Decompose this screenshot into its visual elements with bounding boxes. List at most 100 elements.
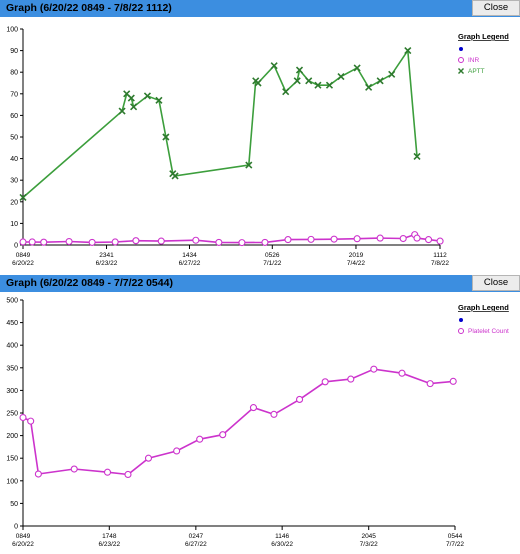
- y-tick-label: 350: [6, 365, 18, 372]
- data-point: [282, 88, 290, 96]
- data-point: [34, 470, 42, 478]
- y-tick-label: 80: [10, 70, 18, 77]
- close-button[interactable]: Close: [472, 275, 520, 291]
- data-point: [293, 77, 301, 85]
- legend-marker: [458, 328, 464, 334]
- legend-marker: [459, 47, 463, 51]
- data-point: [127, 94, 135, 102]
- data-point: [413, 234, 421, 242]
- y-tick-label: 20: [10, 199, 18, 206]
- x-tick-date: 6/27/22: [185, 541, 207, 548]
- data-point: [413, 152, 421, 161]
- y-tick-label: 50: [10, 501, 18, 508]
- data-point: [157, 237, 165, 245]
- data-point: [314, 81, 322, 89]
- data-point: [337, 72, 345, 81]
- data-point: [144, 454, 153, 462]
- y-tick-label: 300: [6, 388, 18, 395]
- data-point: [132, 237, 140, 245]
- x-tick-time: 2045: [361, 533, 376, 540]
- x-tick-date: 7/4/22: [347, 260, 365, 267]
- data-point: [388, 70, 396, 78]
- data-point: [398, 369, 406, 377]
- data-point: [219, 431, 227, 439]
- legend-title: Graph Legend: [458, 32, 509, 41]
- data-point: [424, 236, 433, 244]
- y-tick-label: 500: [6, 298, 18, 305]
- data-point: [376, 234, 384, 242]
- x-tick-date: 7/3/22: [360, 541, 378, 548]
- y-tick-label: 150: [6, 456, 18, 463]
- data-point: [245, 161, 253, 169]
- x-tick-time: 1112: [433, 252, 447, 259]
- x-tick-time: 0526: [265, 252, 280, 259]
- data-point: [162, 133, 170, 141]
- data-point: [124, 470, 132, 479]
- y-tick-label: 40: [10, 156, 18, 163]
- x-tick-time: 0247: [189, 533, 204, 540]
- data-point: [353, 64, 361, 72]
- y-tick-label: 30: [10, 178, 18, 185]
- x-tick-time: 0849: [16, 533, 31, 540]
- series-line-platelet-count: [22, 368, 454, 476]
- x-tick-date: 6/27/22: [179, 260, 201, 267]
- graph-titlebar: Graph (6/20/22 0849 - 7/8/22 1112) Close: [0, 0, 520, 17]
- graph-title: Graph (6/20/22 0849 - 7/7/22 0544): [6, 277, 173, 289]
- data-point: [19, 413, 27, 422]
- data-point: [370, 365, 378, 373]
- x-tick-date: 7/1/22: [263, 260, 281, 267]
- x-tick-time: 1748: [102, 533, 117, 540]
- data-point: [436, 237, 444, 245]
- data-point: [215, 238, 223, 246]
- series-line-aptt: [22, 48, 418, 199]
- data-point: [27, 417, 35, 425]
- series-line-inr: [23, 233, 441, 244]
- x-tick-time: 2019: [349, 252, 364, 259]
- legend-label: INR: [468, 57, 480, 64]
- data-point: [325, 81, 334, 89]
- graph-title: Graph (6/20/22 0849 - 7/8/22 1112): [6, 2, 172, 14]
- data-point: [399, 234, 407, 243]
- data-point: [192, 236, 200, 244]
- data-point: [19, 193, 27, 202]
- data-point: [88, 238, 96, 246]
- close-button[interactable]: Close: [472, 0, 520, 16]
- y-tick-label: 60: [10, 113, 18, 120]
- data-point: [284, 236, 292, 244]
- x-tick-time: 0849: [16, 252, 31, 259]
- x-tick-time: 2341: [99, 252, 114, 259]
- data-point: [365, 83, 373, 91]
- graph-window-platelet: Graph (6/20/22 0849 - 7/7/22 0544) Close…: [0, 275, 520, 554]
- x-tick-date: 6/23/22: [98, 541, 120, 548]
- data-point: [143, 92, 151, 100]
- x-tick-date: 7/8/22: [431, 260, 449, 267]
- data-point: [353, 235, 361, 243]
- coagulation-chart: 010203040506070809010008496/20/2223416/2…: [6, 27, 509, 268]
- legend-marker: [458, 68, 464, 74]
- y-tick-label: 90: [10, 48, 18, 55]
- data-point: [449, 377, 457, 385]
- data-point: [155, 96, 163, 104]
- data-point: [321, 378, 329, 386]
- y-tick-label: 0: [14, 243, 18, 250]
- data-point: [426, 380, 434, 388]
- data-point: [171, 172, 179, 180]
- graph-window-coagulation: Graph (6/20/22 0849 - 7/8/22 1112) Close…: [0, 0, 520, 270]
- data-point: [270, 62, 278, 70]
- data-point: [130, 103, 138, 111]
- x-tick-date: 6/30/22: [271, 541, 293, 548]
- data-point: [347, 375, 355, 383]
- y-tick-label: 400: [6, 343, 18, 350]
- y-tick-label: 10: [10, 221, 18, 228]
- data-point: [295, 66, 304, 74]
- y-tick-label: 0: [14, 524, 18, 531]
- y-tick-label: 100: [6, 478, 18, 485]
- data-point: [70, 465, 78, 473]
- legend-title: Graph Legend: [458, 303, 509, 312]
- data-point: [261, 238, 269, 246]
- y-tick-label: 70: [10, 91, 18, 98]
- legend-marker: [459, 318, 463, 322]
- data-point: [330, 235, 338, 243]
- legend-marker: [458, 57, 464, 63]
- y-tick-label: 250: [6, 411, 18, 418]
